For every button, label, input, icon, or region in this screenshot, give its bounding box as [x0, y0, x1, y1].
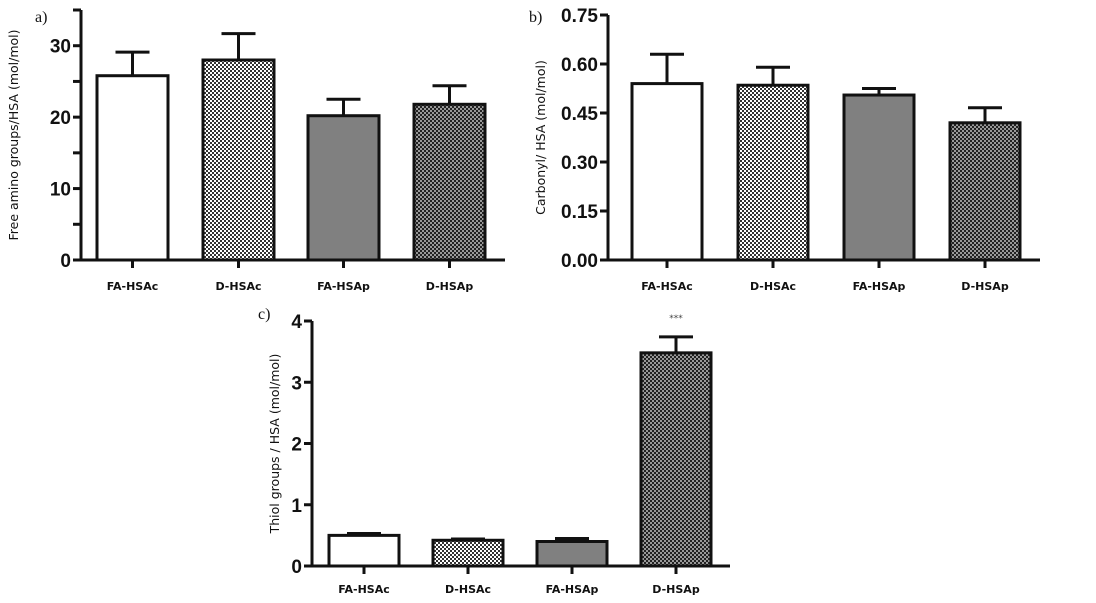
y-tick-label: 0	[60, 251, 71, 272]
x-tick-label: D-HSAc	[215, 280, 261, 293]
y-tick-label: 2	[291, 435, 302, 456]
x-tick-label: FA-HSAp	[317, 280, 370, 293]
x-tick-label: FA-HSAc	[338, 583, 390, 596]
significance-annotation: ***	[669, 314, 683, 324]
y-tick-label: 0.00	[561, 251, 598, 272]
y-tick-label: 0.75	[561, 6, 598, 27]
bar-fa-hsap	[535, 540, 609, 568]
y-tick-label: 20	[50, 108, 71, 129]
bar-d-hsac	[201, 58, 276, 262]
y-tick-label: 0.60	[561, 55, 598, 76]
y-axis-label: Thiol groups / HSA (mol/mol)	[267, 354, 282, 535]
y-tick-label: 0.30	[561, 153, 598, 174]
y-axis-label: Free amino groups/HSA (mol/mol)	[6, 29, 21, 240]
x-tick-label: FA-HSAp	[853, 280, 906, 293]
bar-fa-hsac	[327, 533, 401, 568]
y-tick-label: 0	[291, 557, 302, 578]
x-tick-label: D-HSAc	[445, 583, 491, 596]
y-tick-label: 1	[291, 496, 302, 517]
bar-fa-hsap	[306, 114, 381, 262]
y-tick-label: 4	[291, 312, 302, 333]
bar-d-hsac	[431, 538, 505, 568]
y-tick-label: 10	[50, 180, 71, 201]
panel-a: a) Free amino groups/HSA (mol/mol) 0 10 20 30…	[6, 8, 505, 293]
bar-d-hsac	[736, 83, 810, 262]
bar-fa-hsac	[95, 74, 170, 262]
y-tick-label: 3	[291, 373, 302, 394]
x-tick-label: FA-HSAc	[641, 280, 693, 293]
y-tick-label: 0.15	[561, 202, 598, 223]
x-tick-label: D-HSAc	[750, 280, 796, 293]
panel-label: b)	[529, 9, 542, 26]
y-axis-label: Carbonyl/ HSA (mol/mol)	[533, 60, 548, 215]
bar-fa-hsap	[842, 93, 916, 262]
x-tick-label: FA-HSAc	[107, 280, 159, 293]
y-tick-label: 30	[50, 37, 71, 58]
bar-fa-hsac	[630, 82, 704, 262]
y-tick-label: 0.45	[561, 104, 598, 125]
bar-d-hsap	[412, 102, 487, 262]
bar-d-hsap	[639, 351, 713, 568]
panel-label: c)	[258, 306, 270, 323]
panel-b: b) Carbonyl/ HSA (mol/mol) 0.00 0.15 0.30 0.4…	[529, 6, 1040, 293]
x-tick-label: D-HSAp	[426, 280, 474, 293]
x-tick-label: D-HSAp	[652, 583, 700, 596]
x-tick-label: FA-HSAp	[546, 583, 599, 596]
bar-d-hsap	[948, 121, 1022, 262]
x-tick-label: D-HSAp	[961, 280, 1009, 293]
panel-label: a)	[35, 9, 47, 26]
panel-c: c) Thiol groups / HSA (mol/mol) 0 1 2 3 4 FA-HS…	[258, 306, 730, 596]
